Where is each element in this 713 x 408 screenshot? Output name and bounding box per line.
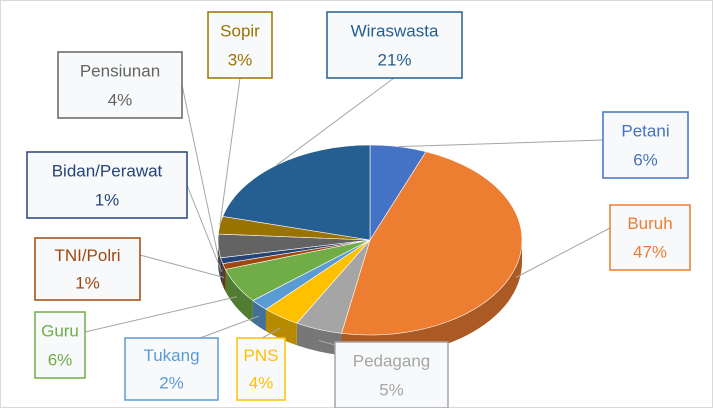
label-box — [26, 151, 188, 219]
pie-side — [252, 300, 266, 332]
leader-line — [261, 327, 281, 339]
pie-side — [296, 323, 342, 356]
leader-line — [318, 339, 336, 346]
label-box — [602, 111, 689, 179]
pie-side — [222, 263, 226, 292]
label-box — [236, 337, 286, 401]
value-label: 6% — [633, 150, 658, 169]
category-label: Bidan/Perawat — [52, 161, 163, 180]
label-box — [609, 204, 691, 271]
leader-line — [181, 84, 219, 258]
category-label: PNS — [244, 346, 279, 365]
label-box — [34, 311, 86, 379]
pie-side — [220, 257, 223, 286]
category-label: Buruh — [627, 214, 672, 233]
value-label: 47% — [633, 243, 667, 262]
label-box — [334, 341, 449, 408]
leader-line — [139, 254, 225, 278]
category-label: Guru — [41, 321, 79, 340]
label-box — [207, 11, 273, 79]
category-label: Pedagang — [353, 351, 431, 370]
leader-line — [199, 315, 260, 339]
label-box — [326, 11, 463, 79]
value-label: 3% — [228, 50, 253, 69]
pie-side — [341, 240, 523, 357]
category-label: Sopir — [220, 21, 260, 40]
leader-line — [276, 77, 395, 166]
value-label: 6% — [48, 350, 73, 369]
leader-line — [219, 77, 241, 226]
value-label: 4% — [108, 90, 133, 109]
pie-side — [265, 309, 297, 346]
category-label: TNI/Polri — [54, 246, 120, 265]
label-box — [57, 51, 183, 119]
category-label: Pensiunan — [80, 61, 160, 80]
value-label: 21% — [377, 50, 411, 69]
label-box — [124, 337, 219, 401]
category-label: Wiraswasta — [351, 21, 439, 40]
category-label: Petani — [621, 121, 669, 140]
value-label: 4% — [249, 373, 274, 392]
value-label: 1% — [95, 190, 120, 209]
label-box — [34, 237, 141, 301]
leader-line — [398, 139, 604, 148]
leader-line — [84, 296, 237, 333]
value-label: 5% — [379, 380, 404, 399]
pie-side — [225, 269, 253, 323]
value-label: 2% — [159, 373, 184, 392]
pie-slice — [341, 151, 523, 336]
category-label: Tukang — [143, 346, 199, 365]
leader-line — [515, 227, 611, 278]
leader-line — [186, 184, 223, 272]
value-label: 1% — [75, 273, 100, 292]
